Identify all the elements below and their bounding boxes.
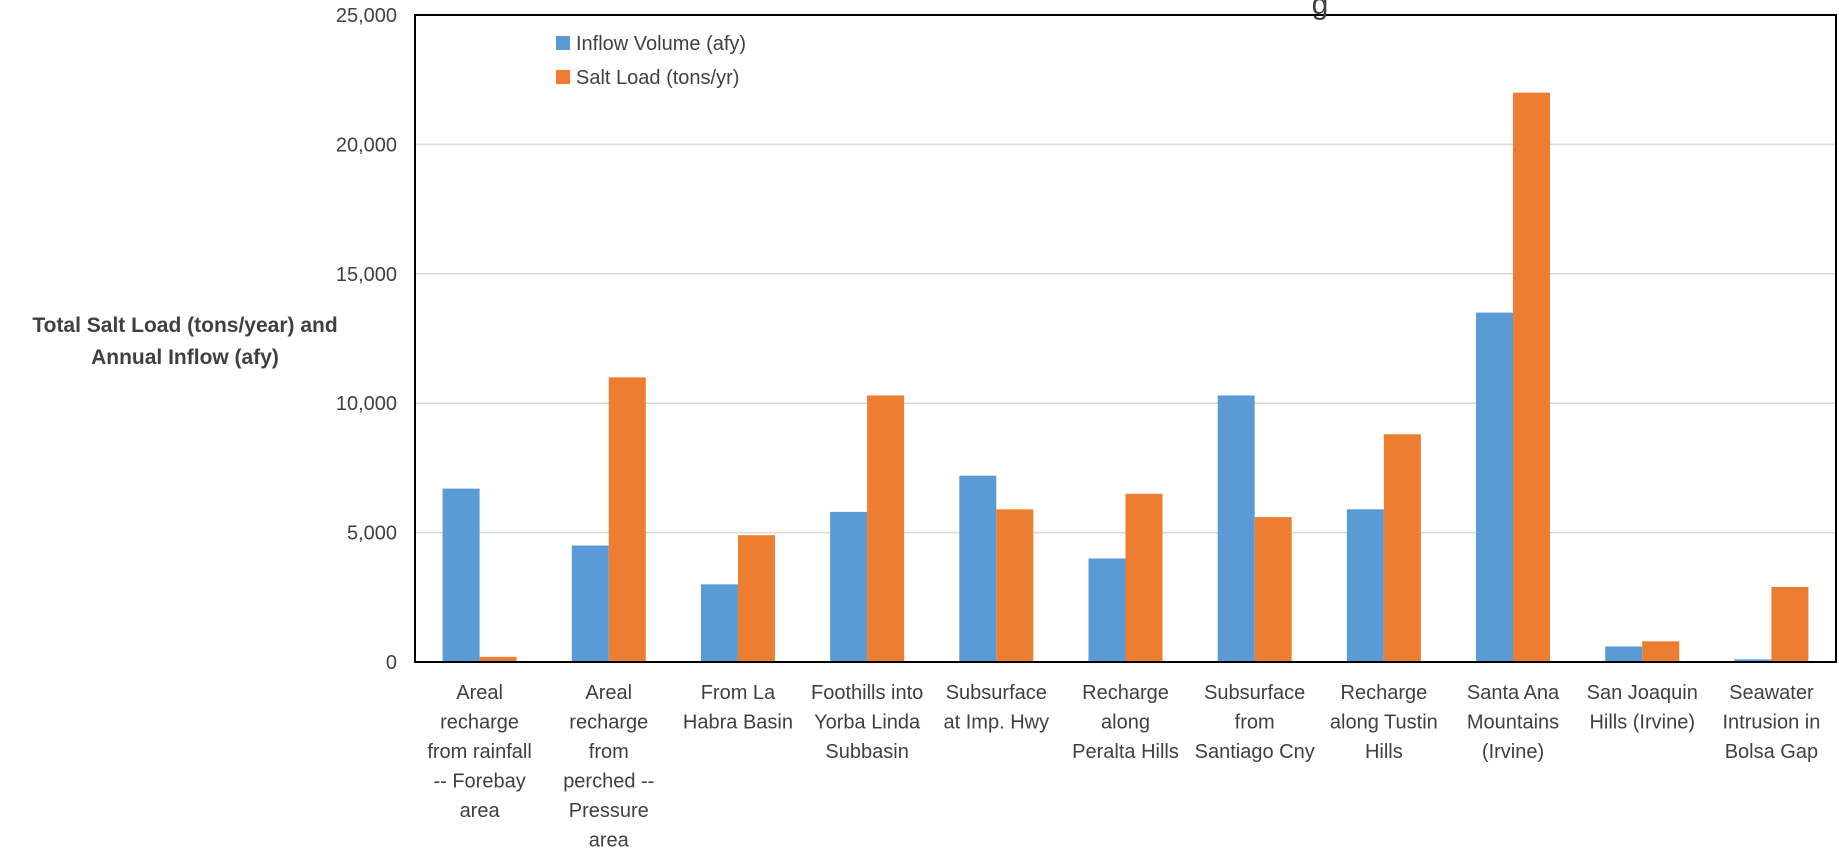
bar-inflow-volume (571, 545, 609, 662)
bar-inflow-volume (1346, 509, 1384, 662)
x-tick-label: From La Habra Basin (683, 682, 793, 734)
bar-inflow-volume (1476, 312, 1514, 662)
bar-salt-load (1383, 434, 1421, 662)
y-axis-ticks: 0 5,000 10,000 15,000 20,000 25,000 (336, 5, 397, 674)
x-tick-label: Subsurface from Santiago Cny (1195, 682, 1315, 763)
legend-swatch (556, 36, 570, 50)
bars (442, 92, 1809, 662)
y-axis-label-line: Total Salt Load (tons/year) and (32, 314, 338, 337)
bar-salt-load (1254, 517, 1292, 662)
bar-inflow-volume (442, 488, 480, 662)
y-tick-label: 5,000 (347, 523, 397, 545)
bar-inflow-volume (1734, 659, 1772, 662)
y-tick-label: 15,000 (336, 264, 397, 286)
bar-salt-load (1125, 493, 1163, 662)
legend: Inflow Volume (afy) Salt Load (tons/yr) (556, 33, 746, 89)
bar-salt-load (1771, 586, 1809, 662)
bar-inflow-volume (700, 584, 738, 662)
bar-salt-load (608, 377, 646, 662)
plot-area-border (414, 14, 1837, 663)
bar-inflow-volume (1605, 646, 1643, 662)
y-tick-label: 25,000 (336, 5, 397, 27)
x-axis-ticks: Areal recharge from rainfall -- Forebay area… (427, 682, 1820, 849)
y-tick-label: 20,000 (336, 134, 397, 156)
chart-title-fragment: g (1312, 0, 1329, 21)
bar-salt-load (996, 509, 1034, 662)
bar-salt-load (479, 656, 517, 662)
x-tick-label: Santa Ana Mountains (Irvine) (1467, 682, 1560, 763)
bar-salt-load (867, 395, 905, 662)
x-tick-label: Recharge along Tustin Hills (1330, 682, 1438, 763)
bar-inflow-volume (830, 511, 868, 662)
legend-entry: Salt Load (tons/yr) (576, 67, 739, 89)
x-tick-label: Areal recharge from rainfall -- Forebay area (427, 682, 531, 822)
x-tick-label: Foothills into Yorba Linda Subbasin (811, 682, 923, 763)
bar-salt-load (1513, 92, 1551, 662)
y-axis-label: Total Salt Load (tons/year) and Annual I… (0, 310, 370, 374)
bar-inflow-volume (959, 475, 997, 662)
x-tick-label: Recharge along Peralta Hills (1072, 682, 1179, 763)
x-tick-label: Seawater Intrusion in Bolsa Gap (1722, 682, 1820, 763)
x-tick-label: Areal recharge from perched --Pressure area (563, 682, 654, 849)
x-tick-label: San Joaquin Hills (Irvine) (1587, 682, 1698, 734)
bar-salt-load (737, 535, 775, 662)
bar-inflow-volume (1088, 558, 1126, 662)
legend-swatch (556, 70, 570, 84)
y-tick-label: 0 (386, 652, 397, 674)
y-tick-label: 10,000 (336, 393, 397, 415)
y-axis-label-line: Annual Inflow (afy) (91, 346, 279, 369)
bar-salt-load (1642, 641, 1680, 662)
bar-inflow-volume (1217, 395, 1255, 662)
x-tick-label: Subsurface at Imp. Hwy (944, 682, 1050, 734)
legend-entry: Inflow Volume (afy) (576, 33, 746, 55)
